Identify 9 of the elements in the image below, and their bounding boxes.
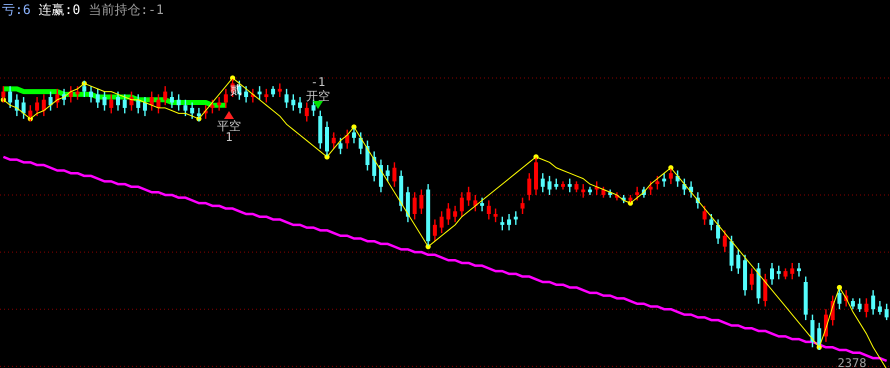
text: 连赢:0 [38,3,80,18]
text: 2378 [838,356,866,368]
annotation: 1 [225,130,233,144]
annotation: 平空 [217,119,241,133]
text: 亏:6 [2,3,31,18]
annotation: 开空 [306,89,330,103]
annotation: -1 [310,75,326,89]
text: 当前持仓:-1 [88,3,164,18]
annotation: 贰 [230,83,242,97]
